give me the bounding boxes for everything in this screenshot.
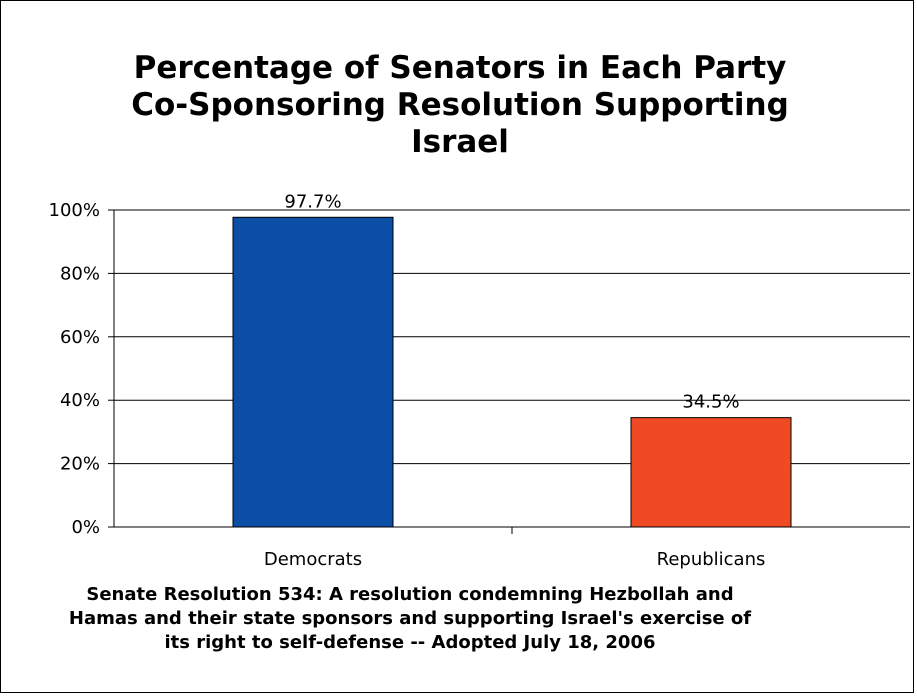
- x-category-label: Republicans: [657, 549, 766, 570]
- y-tick-label: 60%: [60, 327, 100, 348]
- y-tick-label: 80%: [60, 263, 100, 284]
- y-tick-label: 40%: [60, 390, 100, 411]
- y-tick-label: 100%: [49, 200, 100, 221]
- bar-democrats: [232, 216, 394, 528]
- chart-caption: Senate Resolution 534: A resolution cond…: [20, 583, 800, 655]
- bars: [232, 216, 792, 528]
- chart-title-line-1: Percentage of Senators in Each Party: [133, 50, 787, 86]
- chart-title: Percentage of Senators in Each Party Co-…: [110, 50, 810, 161]
- caption-line-1: Senate Resolution 534: A resolution cond…: [86, 584, 734, 605]
- caption-line-2: Hamas and their state sponsors and suppo…: [68, 608, 752, 629]
- labels: Democrats 97.7% Republicans 34.5%: [264, 191, 766, 570]
- data-label: 97.7%: [284, 191, 341, 212]
- bar-republicans: [630, 417, 792, 528]
- chart-title-line-3: Israel: [411, 124, 509, 160]
- chart-title-line-2: Co-Sponsoring Resolution Supporting: [131, 87, 789, 123]
- x-category-label: Democrats: [264, 549, 362, 570]
- data-label: 34.5%: [682, 392, 739, 413]
- caption-line-3: its right to self-defense -- Adopted Jul…: [164, 632, 656, 653]
- y-tick-label: 0%: [71, 517, 100, 538]
- y-tick-label: 20%: [60, 454, 100, 475]
